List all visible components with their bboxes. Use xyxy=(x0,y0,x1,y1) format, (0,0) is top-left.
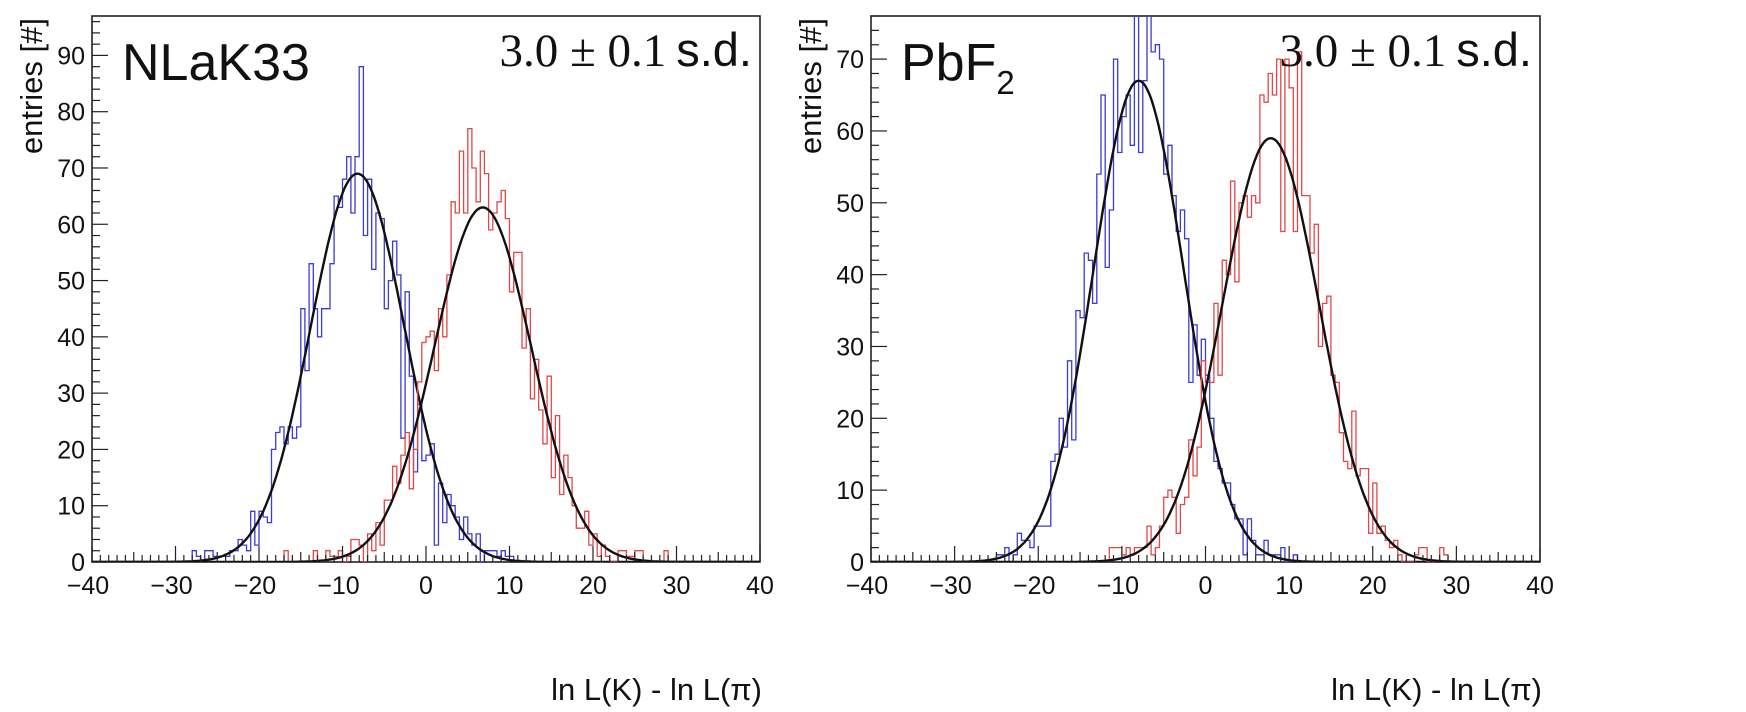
y-axis-title: entries [#] xyxy=(14,18,49,154)
gaussian-fit-kaon xyxy=(92,206,760,562)
y-tick-label: 20 xyxy=(57,436,85,464)
x-tick-label: −30 xyxy=(150,572,192,600)
y-tick-label: 40 xyxy=(57,324,85,352)
panel-label-main: PbF xyxy=(901,34,996,92)
y-tick-label: 50 xyxy=(57,268,85,296)
x-tick-label: 40 xyxy=(746,572,774,600)
separation-unit: s.d. xyxy=(1456,23,1532,76)
y-tick-label: 20 xyxy=(836,405,864,433)
chart-panel-2: −40 −30 −20 −10 0 10 20 30 40 0 10 20 30 40 50 60 70 ln L… xyxy=(793,15,1554,707)
gaussian-fit-pion xyxy=(871,79,1540,562)
y-tick-label: 60 xyxy=(57,211,85,239)
x-tick-label: −40 xyxy=(67,572,109,600)
x-tick-label: 30 xyxy=(1442,572,1470,600)
gaussian-fit-kaon xyxy=(871,136,1540,562)
separation-value: 3.0 ± 0.1 xyxy=(1279,25,1446,77)
x-tick-label: 10 xyxy=(1275,572,1303,600)
x-tick-label: 40 xyxy=(1526,572,1554,600)
x-tick-label: 30 xyxy=(663,572,691,600)
panel-label-subscript: 2 xyxy=(996,64,1014,101)
histogram-kaon xyxy=(1063,51,1478,562)
x-tick-label: 0 xyxy=(1199,572,1213,600)
x-tick-label: 10 xyxy=(496,572,524,600)
y-axis-title: entries [#] xyxy=(793,18,828,154)
y-tick-label: 40 xyxy=(836,262,864,290)
y-tick-label: 80 xyxy=(57,99,85,127)
y-tick-label: 10 xyxy=(57,493,85,521)
x-tick-label: −20 xyxy=(234,572,276,600)
y-tick-label: 0 xyxy=(71,549,85,577)
histograms xyxy=(92,66,760,562)
histogram-kaon xyxy=(275,127,689,562)
separation-value: 3.0 ± 0.1 xyxy=(499,25,666,77)
histogram-pion xyxy=(946,16,1331,562)
plot-frame xyxy=(91,15,761,563)
y-tick-label: 90 xyxy=(57,42,85,70)
panel-label-main: NLaK33 xyxy=(122,34,310,92)
chart-panel-1: −40 −30 −20 −10 0 10 20 30 40 0 10 20 30 40 50 60 70 80 90… xyxy=(14,15,774,707)
plot-frame xyxy=(870,15,1541,563)
x-axis-title: ln L(K) - ln L(π) xyxy=(1331,672,1542,707)
y-tick-label: 70 xyxy=(57,155,85,183)
y-tick-label: 10 xyxy=(836,477,864,505)
x-tick-label: 20 xyxy=(1359,572,1387,600)
x-tick-label: 0 xyxy=(419,572,433,600)
x-tick-label: 20 xyxy=(579,572,607,600)
y-tick-label: 30 xyxy=(57,380,85,408)
separation-annotation: 3.0 ± 0.1 s.d. xyxy=(1279,23,1532,77)
x-tick-label: −30 xyxy=(929,572,971,600)
x-tick-label: −10 xyxy=(1097,572,1139,600)
x-tick-label: −20 xyxy=(1013,572,1055,600)
x-axis-title: ln L(K) - ln L(π) xyxy=(551,672,762,707)
x-tick-label: −40 xyxy=(846,572,888,600)
histograms xyxy=(871,16,1540,562)
histogram-pion xyxy=(158,66,556,562)
separation-annotation: 3.0 ± 0.1 s.d. xyxy=(499,23,752,77)
y-tick-label: 30 xyxy=(836,333,864,361)
y-tick-label: 70 xyxy=(836,46,864,74)
panel-label: NLaK33 xyxy=(122,34,310,92)
panel-label: PbF2 xyxy=(901,34,1015,101)
gaussian-fit-pion xyxy=(92,172,760,562)
y-tick-label: 50 xyxy=(836,190,864,218)
y-tick-label: 60 xyxy=(836,118,864,146)
x-tick-label: −10 xyxy=(317,572,359,600)
separation-unit: s.d. xyxy=(676,23,752,76)
y-tick-label: 0 xyxy=(850,549,864,577)
